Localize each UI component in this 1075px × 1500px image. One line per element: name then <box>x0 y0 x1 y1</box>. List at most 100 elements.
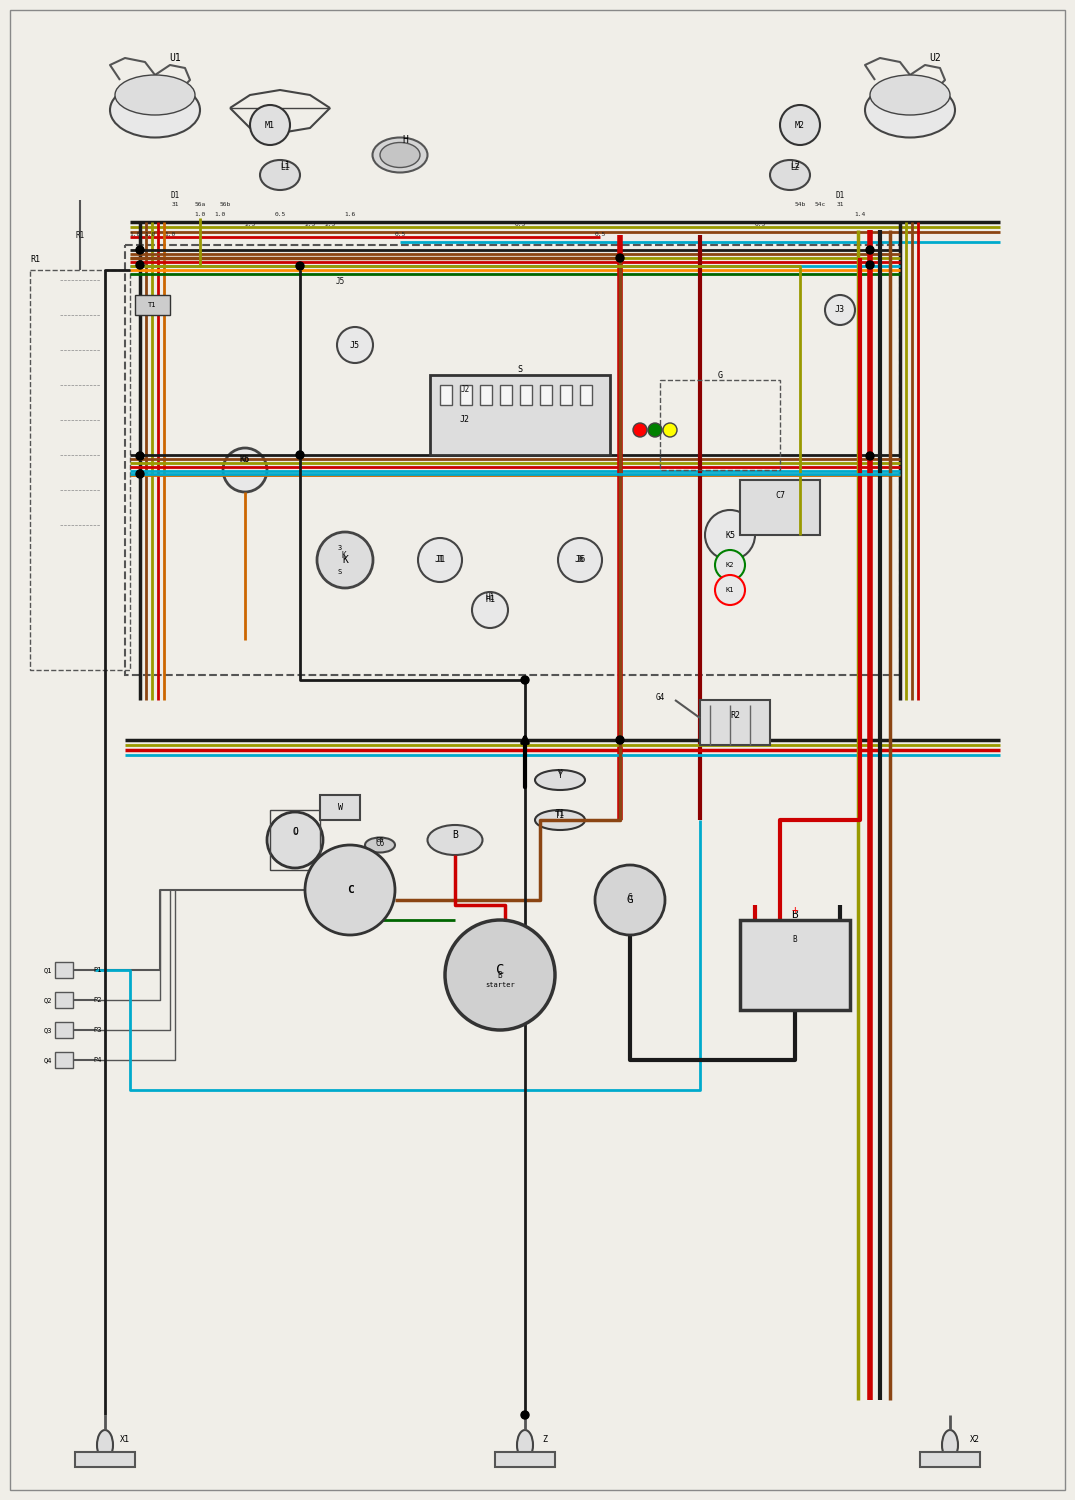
Text: G: G <box>627 896 633 904</box>
Circle shape <box>296 262 304 270</box>
Circle shape <box>137 470 144 478</box>
Text: B: B <box>792 936 798 945</box>
Circle shape <box>648 423 662 436</box>
Text: 1.0: 1.0 <box>214 213 226 217</box>
Text: C6: C6 <box>375 839 385 848</box>
Circle shape <box>443 398 487 442</box>
Circle shape <box>616 736 623 744</box>
Text: 1.6: 1.6 <box>344 213 356 217</box>
Text: J1: J1 <box>436 555 446 564</box>
Bar <box>470 950 530 1000</box>
Text: B: B <box>498 970 502 980</box>
Bar <box>55 962 73 978</box>
Circle shape <box>418 538 462 582</box>
Circle shape <box>336 327 373 363</box>
Text: Q1: Q1 <box>44 968 53 974</box>
Ellipse shape <box>870 75 950 116</box>
Text: 54c: 54c <box>815 202 826 207</box>
Ellipse shape <box>115 75 195 116</box>
Bar <box>783 964 811 993</box>
Circle shape <box>137 261 144 268</box>
Circle shape <box>137 246 144 254</box>
Bar <box>740 480 820 536</box>
Circle shape <box>866 246 874 254</box>
Bar <box>700 700 770 746</box>
Circle shape <box>866 452 874 460</box>
Circle shape <box>267 812 322 868</box>
Ellipse shape <box>373 138 428 172</box>
Ellipse shape <box>379 142 420 168</box>
Circle shape <box>137 452 144 460</box>
Ellipse shape <box>517 1430 533 1460</box>
Circle shape <box>663 423 677 436</box>
Ellipse shape <box>865 82 955 138</box>
Text: H: H <box>402 135 407 146</box>
Text: J5: J5 <box>350 340 360 350</box>
Bar <box>30 270 130 670</box>
Bar <box>748 964 776 993</box>
Bar <box>660 380 780 470</box>
Circle shape <box>317 532 373 588</box>
Ellipse shape <box>535 810 585 830</box>
Circle shape <box>223 448 267 492</box>
Text: R1: R1 <box>30 255 40 264</box>
Text: S: S <box>517 366 522 375</box>
Text: B: B <box>453 830 458 840</box>
Text: 1.0: 1.0 <box>164 232 175 237</box>
Circle shape <box>250 105 290 146</box>
Text: 31: 31 <box>171 202 178 207</box>
Circle shape <box>825 296 855 326</box>
Circle shape <box>521 676 529 684</box>
Text: Q3: Q3 <box>44 1028 53 1033</box>
Text: L2: L2 <box>790 160 800 170</box>
Circle shape <box>633 423 647 436</box>
Bar <box>540 386 551 405</box>
Text: Z: Z <box>543 1436 547 1444</box>
Text: L1: L1 <box>281 164 289 172</box>
Text: S: S <box>338 568 342 574</box>
Bar <box>500 386 512 405</box>
Bar <box>135 296 170 315</box>
Bar <box>783 930 811 958</box>
Text: K: K <box>342 555 348 566</box>
Text: R1: R1 <box>75 231 85 240</box>
Text: 54b: 54b <box>794 202 805 207</box>
Text: starter: starter <box>485 982 515 988</box>
Text: 0.5: 0.5 <box>594 232 605 237</box>
Text: R2: R2 <box>730 711 740 720</box>
Text: G4: G4 <box>656 693 664 702</box>
Text: 0.5: 0.5 <box>274 213 286 217</box>
Text: W: W <box>338 804 343 813</box>
Text: 1.0: 1.0 <box>129 232 141 237</box>
Circle shape <box>780 105 820 146</box>
Text: 56a: 56a <box>195 202 205 207</box>
Circle shape <box>296 452 304 459</box>
Text: J3: J3 <box>835 306 845 315</box>
Text: P4: P4 <box>94 1058 102 1064</box>
Text: J5: J5 <box>335 278 345 286</box>
Text: C: C <box>346 885 354 896</box>
Bar <box>748 930 776 958</box>
Bar <box>580 386 592 405</box>
Text: T1: T1 <box>147 302 156 307</box>
Text: G: G <box>628 894 632 903</box>
Text: G: G <box>717 370 722 380</box>
Circle shape <box>445 920 555 1030</box>
Bar <box>560 386 572 405</box>
Text: +: + <box>791 904 799 915</box>
Text: 0.5: 0.5 <box>755 222 765 228</box>
Text: J6: J6 <box>575 555 585 564</box>
Text: K5: K5 <box>725 531 735 540</box>
Text: Y: Y <box>558 768 562 777</box>
Ellipse shape <box>260 160 300 190</box>
Circle shape <box>521 1412 529 1419</box>
Circle shape <box>705 510 755 560</box>
Circle shape <box>558 538 602 582</box>
Text: X1: X1 <box>120 1436 130 1444</box>
Bar <box>818 964 846 993</box>
Text: K: K <box>342 550 346 560</box>
Bar <box>55 1022 73 1038</box>
Text: C7: C7 <box>775 490 785 500</box>
Text: K6: K6 <box>240 456 250 465</box>
Circle shape <box>866 261 874 268</box>
